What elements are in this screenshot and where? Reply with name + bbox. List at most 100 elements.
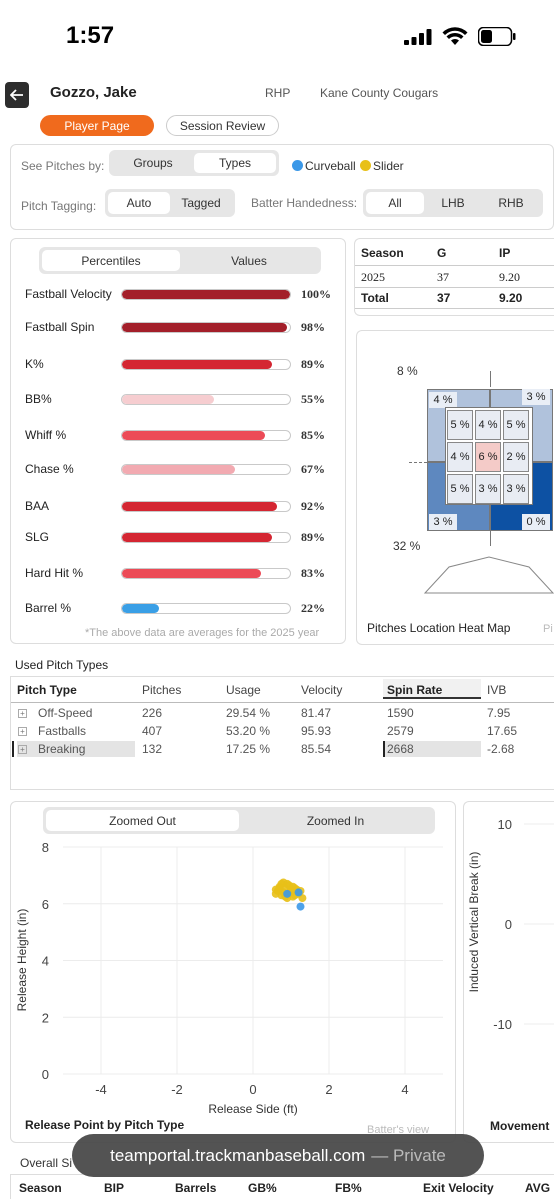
col-avg[interactable]: AVG xyxy=(525,1181,551,1195)
pct-label: SLG xyxy=(25,530,50,544)
pct-bar xyxy=(121,394,291,405)
filter-panel: See Pitches by: Groups Types Curveball S… xyxy=(10,144,554,230)
option-lhb[interactable]: LHB xyxy=(441,196,465,210)
pct-value: 83% xyxy=(301,566,325,580)
pct-label: Fastball Spin xyxy=(25,320,95,334)
browser-url-bar[interactable]: teamportal.trackmanbaseball.com — Privat… xyxy=(72,1134,484,1177)
option-rhb[interactable]: RHB xyxy=(498,196,524,210)
option-zoomed-in[interactable]: Zoomed In xyxy=(306,813,365,828)
player-team: Kane County Cougars xyxy=(320,86,439,100)
tab-player-page[interactable]: Player Page xyxy=(40,115,154,136)
option-values[interactable]: Values xyxy=(231,253,267,268)
heat-cell-tr: 3 % xyxy=(522,389,550,405)
release-point-slider xyxy=(298,894,307,903)
option-groups[interactable]: Groups xyxy=(133,156,173,170)
home-plate-icon xyxy=(423,556,554,594)
pct-bar xyxy=(121,430,291,441)
table-cell: 17.65 xyxy=(487,724,518,738)
see-pitches-toggle: Groups Types xyxy=(109,150,279,176)
option-zoomed-out[interactable]: Zoomed Out xyxy=(46,810,239,831)
table-cell: 85.54 xyxy=(301,742,332,756)
col-pitch-type[interactable]: Pitch Type xyxy=(17,683,77,697)
tab-session-review[interactable]: Session Review xyxy=(166,115,279,136)
col-fb-pct[interactable]: FB% xyxy=(335,1181,362,1195)
back-button[interactable] xyxy=(5,82,29,108)
pct-value: 85% xyxy=(301,428,325,442)
expand-plus-icon[interactable]: + xyxy=(18,745,27,754)
heatmap-top-label: 8 % xyxy=(397,364,418,378)
y-tick-label: 4 xyxy=(42,954,49,969)
ip-cell: 9.20 xyxy=(499,270,520,284)
col-spin-rate[interactable]: Spin Rate xyxy=(387,683,443,697)
pct-bar-fill xyxy=(122,604,159,613)
table-cell: -2.68 xyxy=(487,742,515,756)
expand-plus-icon[interactable]: + xyxy=(18,727,27,736)
percentiles-panel: Percentiles Values Fastball Velocity 100%… xyxy=(10,238,346,644)
table-cell: 29.54 % xyxy=(226,706,271,720)
heat-cell-3-2: 3 % xyxy=(475,474,501,504)
y-tick-label: 2 xyxy=(42,1010,49,1025)
wifi-icon xyxy=(442,27,468,45)
table-cell: 1590 xyxy=(387,706,414,720)
heatmap-title: Pitches Location Heat Map xyxy=(367,621,511,635)
col-velocity[interactable]: Velocity xyxy=(301,683,343,697)
heat-cell-br: 0 % xyxy=(522,514,550,530)
col-season[interactable]: Season xyxy=(19,1181,62,1195)
pct-bar-fill xyxy=(122,360,272,369)
overall-stats-table: Season BIP Barrels GB% FB% Exit Velocity… xyxy=(10,1174,554,1199)
col-usage[interactable]: Usage xyxy=(226,683,261,697)
see-pitches-label: See Pitches by: xyxy=(21,159,105,173)
arrow-left-icon xyxy=(10,89,23,101)
heat-map-panel: 8 % 32 % 4 % 3 % 3 % 0 % 5 % 4 % 5 % 4 %… xyxy=(356,330,554,645)
overall-stats-label: Overall Si xyxy=(20,1156,73,1170)
pct-label: Whiff % xyxy=(25,428,67,442)
used-pitch-types-table: Pitch Type Pitches Usage Velocity Spin R… xyxy=(10,676,554,790)
col-barrels[interactable]: Barrels xyxy=(175,1181,217,1195)
pct-label: Barrel % xyxy=(25,601,72,615)
heat-cell-2-3: 2 % xyxy=(503,442,529,472)
pct-label: K% xyxy=(25,357,44,371)
option-types[interactable]: Types xyxy=(194,153,276,173)
release-point-curveball xyxy=(283,889,292,898)
g-cell: 37 xyxy=(437,270,449,284)
heatmap-bottom-label: 32 % xyxy=(393,539,421,553)
season-table: Season G IP 2025 37 9.20 Total 37 9.20 xyxy=(354,238,554,316)
option-auto[interactable]: Auto xyxy=(108,192,170,214)
x-tick-label: -4 xyxy=(95,1082,107,1097)
url-domain: teamportal.trackmanbaseball.com xyxy=(110,1145,366,1165)
y-tick-label: 6 xyxy=(42,897,49,912)
table-row[interactable]: + Breaking 132 17.25 % 85.54 2668 -2.68 xyxy=(11,741,554,758)
percentiles-note: *The above data are averages for the 202… xyxy=(85,627,320,639)
table-cell: 132 xyxy=(142,742,163,756)
col-ivb[interactable]: IVB xyxy=(487,683,507,697)
option-tagged[interactable]: Tagged xyxy=(181,196,221,210)
col-bip[interactable]: BIP xyxy=(104,1181,125,1195)
heat-cell-1-3: 5 % xyxy=(503,410,529,440)
col-exit-velocity[interactable]: Exit Velocity xyxy=(423,1181,494,1195)
pct-value: 55% xyxy=(301,392,325,406)
y-tick-label: 0 xyxy=(42,1067,49,1082)
option-percentiles[interactable]: Percentiles xyxy=(42,250,180,271)
heat-cell-1-2: 4 % xyxy=(475,410,501,440)
pct-bar-fill xyxy=(122,569,262,578)
movement-panel: 10 0 -10 Induced Vertical Break (in) Moveme… xyxy=(463,801,554,1143)
x-tick-label: 2 xyxy=(325,1082,332,1097)
movement-y-tick: 10 xyxy=(498,817,512,832)
movement-chart: 10 0 -10 Induced Vertical Break (in) xyxy=(467,817,554,1032)
table-row[interactable]: + Off-Speed 226 29.54 % 81.47 1590 7.95 xyxy=(11,705,554,722)
pct-bar xyxy=(121,322,291,333)
col-pitches[interactable]: Pitches xyxy=(142,683,182,697)
used-pitch-types-title: Used Pitch Types xyxy=(15,658,109,672)
expand-plus-icon[interactable]: + xyxy=(18,709,27,718)
zoom-toggle: Zoomed Out Zoomed In xyxy=(43,807,435,834)
table-row[interactable]: + Fastballs 407 53.20 % 95.93 2579 17.65 xyxy=(11,723,554,740)
table-cell: 17.25 % xyxy=(226,742,271,756)
x-tick-label: -2 xyxy=(171,1082,183,1097)
pct-bar-fill xyxy=(122,533,272,542)
pct-label: BB% xyxy=(25,392,52,406)
percentiles-values-toggle: Percentiles Values xyxy=(39,247,321,274)
col-gb-pct[interactable]: GB% xyxy=(248,1181,277,1195)
pct-value: 92% xyxy=(301,499,325,513)
table-cell: 407 xyxy=(142,724,163,738)
option-all[interactable]: All xyxy=(366,192,424,214)
